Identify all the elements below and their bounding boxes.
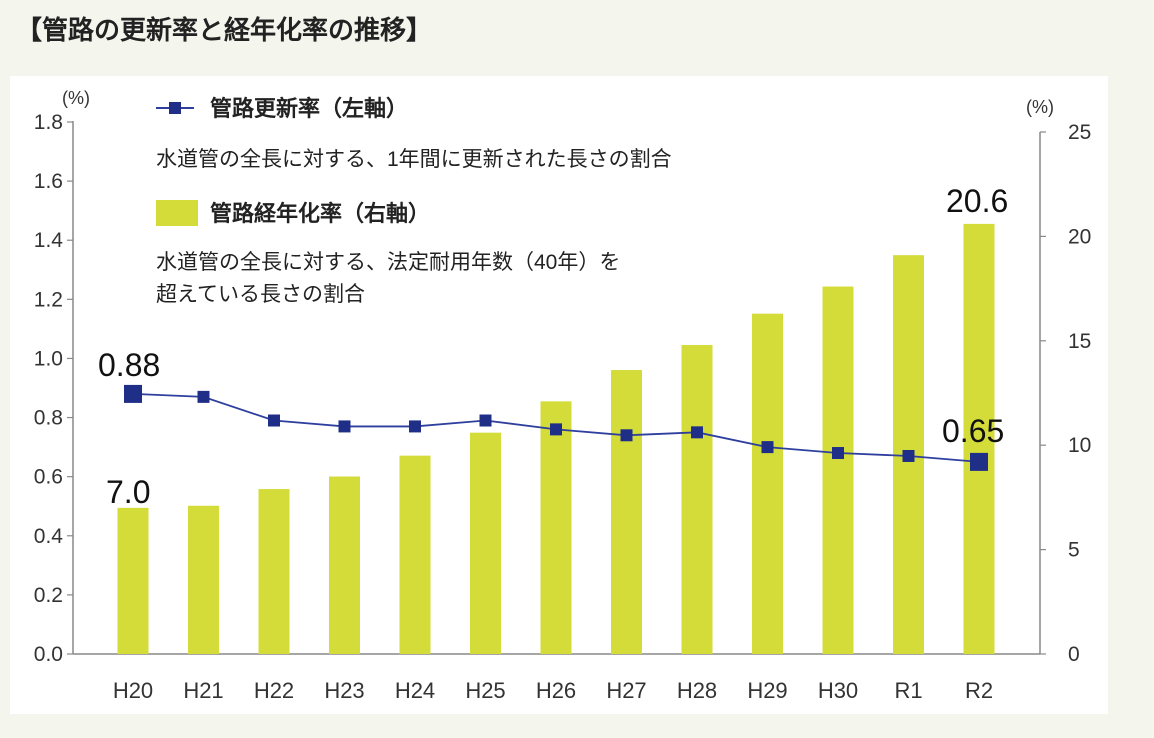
category-label: H30 (818, 678, 858, 703)
right-tick-label: 15 (1068, 330, 1091, 353)
line-series (124, 384, 988, 471)
line-point (479, 414, 492, 427)
category-label: H27 (606, 678, 646, 703)
right-tick-label: 25 (1068, 121, 1091, 144)
bar (963, 223, 995, 654)
legend: 管路更新率（左軸） 水道管の全長に対する、1年間に更新された長さの割合 管路経年… (156, 96, 672, 306)
bar (470, 432, 501, 654)
bar (399, 455, 431, 654)
bar (752, 313, 783, 654)
category-label: H24 (395, 678, 435, 703)
right-axis-unit: (%) (1026, 97, 1054, 117)
legend-bar-swatch (156, 200, 198, 226)
category-label: H25 (465, 678, 505, 703)
line-point (409, 420, 421, 433)
annotation-bar-first: 7.0 (106, 474, 150, 510)
bar (611, 370, 642, 654)
line-point (691, 426, 703, 439)
left-tick-label: 1.8 (34, 111, 63, 134)
left-tick-label: 0.8 (34, 407, 63, 430)
category-label: H22 (254, 678, 294, 703)
category-labels: H20 H21 H22 H23 H24 H25 H26 H27 H28 H29 H30 R1 R2 (113, 678, 993, 703)
left-tick-label: 0.6 (34, 466, 63, 489)
bar (822, 286, 854, 654)
category-label: H26 (536, 678, 576, 703)
bar (258, 489, 290, 654)
line-point (268, 414, 280, 427)
legend-bar-label: 管路経年化率（右軸） (210, 201, 430, 226)
category-label: H28 (677, 678, 717, 703)
line-point (197, 390, 210, 403)
combo-chart: 0.0 0.2 0.4 0.6 0.8 1.0 1.2 1.4 1.6 1.8 0 5 10 15 20 2… (34, 88, 1092, 703)
category-label: H21 (183, 678, 223, 703)
category-label: H20 (113, 678, 153, 703)
legend-line-label: 管路更新率（左軸） (210, 96, 408, 121)
bar (188, 505, 219, 654)
category-label: H29 (747, 678, 787, 703)
category-label: R2 (965, 678, 993, 703)
line-point (761, 441, 774, 454)
left-axis-unit: (%) (62, 88, 90, 108)
left-tick-label: 1.2 (34, 288, 63, 311)
left-tick-label: 0.2 (34, 584, 63, 607)
left-tick-label: 1.4 (34, 229, 64, 252)
annotation-bar-last: 20.6 (946, 183, 1008, 219)
legend-bar-desc-2: 超えている長さの割合 (156, 283, 365, 306)
left-tick-label: 0.0 (34, 643, 63, 666)
legend-line-desc: 水道管の全長に対する、1年間に更新された長さの割合 (156, 148, 672, 171)
right-tick-label: 0 (1068, 643, 1080, 666)
annotation-line-first: 0.88 (98, 347, 160, 383)
bar (117, 507, 149, 654)
line-point (550, 423, 562, 436)
bar (540, 401, 572, 654)
annotation-line-last: 0.65 (942, 413, 1004, 449)
left-tick-label: 1.0 (34, 347, 63, 370)
chart-panel: 0.0 0.2 0.4 0.6 0.8 1.0 1.2 1.4 1.6 1.8 0 5 10 15 20 2… (10, 76, 1108, 714)
category-label: H23 (324, 678, 364, 703)
line-point (338, 420, 351, 433)
right-tick-label: 10 (1068, 434, 1091, 457)
bar (681, 344, 713, 654)
chart-title: 【管路の更新率と経年化率の推移】 (16, 16, 433, 46)
legend-line-marker (169, 102, 181, 114)
bar (329, 476, 360, 654)
left-tick-label: 1.6 (34, 170, 63, 193)
left-axis-ticks: 0.0 0.2 0.4 0.6 0.8 1.0 1.2 1.4 1.6 1.8 (34, 111, 73, 666)
left-tick-label: 0.4 (34, 525, 64, 548)
right-axis-ticks: 0 5 10 15 20 25 (1040, 121, 1091, 666)
legend-bar-desc-1: 水道管の全長に対する、法定耐用年数（40年）を (156, 251, 620, 274)
right-tick-label: 5 (1068, 539, 1080, 562)
line-point (620, 429, 633, 442)
line-point (970, 452, 988, 471)
line-point (902, 449, 915, 462)
bar-series (117, 223, 995, 654)
category-label: R1 (894, 678, 922, 703)
right-tick-label: 20 (1068, 225, 1091, 248)
line-point (832, 447, 844, 460)
line-point (124, 384, 142, 403)
